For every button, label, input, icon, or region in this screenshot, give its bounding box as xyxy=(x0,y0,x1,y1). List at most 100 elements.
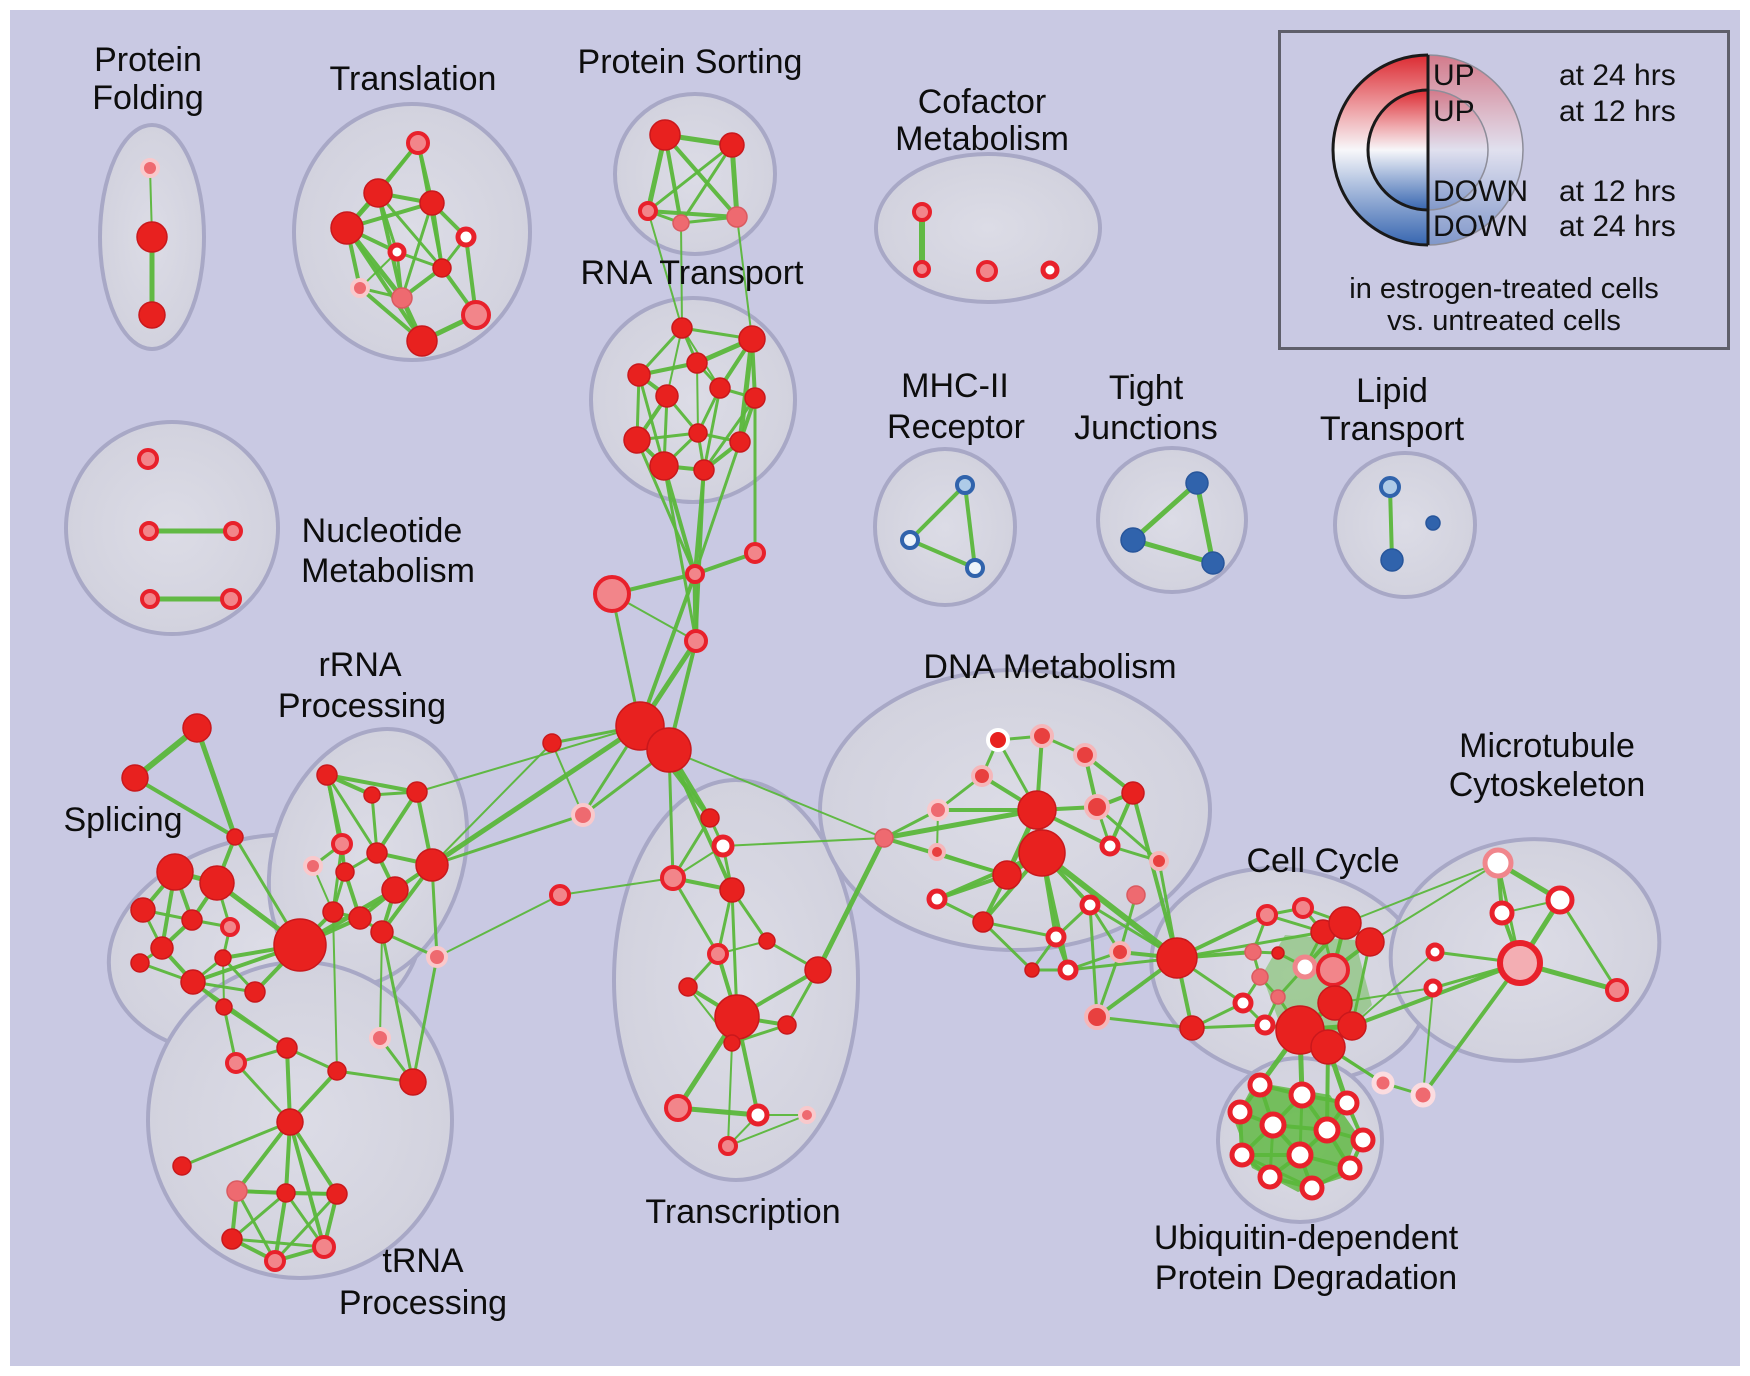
gene-node-m5 xyxy=(1497,940,1543,986)
edge-r2-r10 xyxy=(737,336,755,445)
cluster-label-tight-junctions-line2: Junctions xyxy=(1074,409,1218,447)
gene-node-tj3 xyxy=(1201,551,1225,575)
gene-node-f10 xyxy=(1251,968,1269,986)
gene-node-r1 xyxy=(671,317,693,339)
gene-node-tn7 xyxy=(226,1180,248,1202)
edge-r8-h2 xyxy=(635,438,697,576)
edge-tj2-tj3 xyxy=(1130,537,1216,566)
gene-node-d8 xyxy=(1084,794,1110,820)
edge-r11-h4 xyxy=(662,464,698,643)
gene-node-c3 xyxy=(976,260,998,282)
gene-node-d11 xyxy=(928,843,946,861)
edge-tn5-tn12 xyxy=(288,1120,326,1249)
gene-node-s4 xyxy=(156,853,194,891)
gene-node-f6 xyxy=(1244,943,1262,961)
edge-tj1-tj3 xyxy=(1194,480,1216,566)
edge-m6-m8 xyxy=(1422,987,1434,1096)
gene-node-f7 xyxy=(1271,946,1285,960)
edge-d16-d21 xyxy=(981,920,1034,972)
gene-node-pf2 xyxy=(136,221,168,253)
gene-node-h3 xyxy=(593,575,631,613)
cluster-label-trna-processing-line1: tRNA xyxy=(382,1242,464,1280)
gene-node-f1 xyxy=(1256,904,1278,926)
gene-node-lp3 xyxy=(1425,515,1441,531)
cluster-label-nucleotide-metabolism-line2: Metabolism xyxy=(301,552,475,590)
cluster-label-splicing: Splicing xyxy=(63,801,182,839)
gene-node-d2 xyxy=(1030,724,1054,748)
cluster-label-tight-junctions-line1: Tight xyxy=(1109,369,1184,407)
legend-down-12-time: at 12 hrs xyxy=(1559,175,1676,208)
gene-node-h4 xyxy=(684,629,708,653)
gene-node-r11 xyxy=(649,451,679,481)
gene-node-d1 xyxy=(986,728,1010,752)
cluster-ellipse-nucleotide-metabolism xyxy=(64,420,280,636)
gene-node-tn2 xyxy=(225,1052,247,1074)
gene-node-x14 xyxy=(798,1106,816,1124)
gene-node-tj1 xyxy=(1185,471,1209,495)
gene-node-lp1 xyxy=(1379,476,1401,498)
edge-d6-d9 xyxy=(881,807,1040,841)
legend-glyph-right-half xyxy=(1428,55,1523,245)
edge-tn9-tn11 xyxy=(273,1192,339,1263)
legend-down-24-label: DOWN xyxy=(1433,210,1528,243)
cluster-label-trna-processing-line2: Processing xyxy=(339,1284,507,1322)
cluster-label-rrna-processing-line2: Processing xyxy=(278,687,446,725)
gene-node-x2 xyxy=(711,834,735,858)
gene-node-f8 xyxy=(1292,954,1318,980)
cluster-ellipse-mhc-ii-receptor xyxy=(873,447,1017,607)
gene-node-u12 xyxy=(1299,1175,1325,1201)
gene-node-r3 xyxy=(686,352,708,374)
edge-d10-d23 xyxy=(1039,850,1180,961)
edge-rr1-rr7 xyxy=(325,773,379,855)
edge-t4-t11 xyxy=(345,226,424,343)
gene-node-t4 xyxy=(330,211,364,245)
gene-node-f11 xyxy=(1270,989,1286,1005)
gene-node-tn1 xyxy=(215,998,233,1016)
edge-x9-d6 xyxy=(815,835,887,973)
gene-node-f2 xyxy=(1292,897,1314,919)
gene-node-h1 xyxy=(744,542,766,564)
gene-node-d7 xyxy=(1121,781,1145,805)
cluster-label-cell-cycle: Cell Cycle xyxy=(1246,842,1399,880)
gene-node-r5 xyxy=(709,377,731,399)
edge-p1-p5 xyxy=(663,133,739,219)
gene-node-t3 xyxy=(419,190,445,216)
cluster-label-ubiquitin-degradation-line1: Ubiquitin-dependent xyxy=(1154,1219,1459,1257)
edge-hub1-rr9 xyxy=(429,723,643,868)
cluster-ellipse-lipid-transport xyxy=(1333,451,1477,599)
legend-caption-line2: vs. untreated cells xyxy=(1387,305,1621,337)
gene-node-p1 xyxy=(649,119,681,151)
edge-rr1-rr3 xyxy=(325,773,419,794)
cluster-label-protein-folding-line1: Protein xyxy=(94,41,202,79)
gene-node-s10 xyxy=(130,953,150,973)
edge-lp1-lp2 xyxy=(1388,485,1394,562)
edge-s2-s3 xyxy=(133,776,237,839)
gene-node-lp2 xyxy=(1380,548,1404,572)
edge-m2-m7 xyxy=(1558,898,1619,992)
ubiquitin-dense-mesh xyxy=(1234,1082,1358,1192)
edge-tn7-tn11 xyxy=(235,1189,277,1263)
gene-node-rr13 xyxy=(426,946,448,968)
cluster-label-mhc-ii-receptor-line2: Receptor xyxy=(887,408,1025,446)
edge-m1-f5 xyxy=(1369,862,1499,943)
cluster-label-cofactor-metabolism-line1: Cofactor xyxy=(918,83,1047,121)
gene-node-d22 xyxy=(1057,959,1079,981)
cluster-label-transcription: Transcription xyxy=(645,1193,840,1231)
gene-node-f4 xyxy=(1328,906,1362,940)
gene-node-u6 xyxy=(1313,1116,1341,1144)
edge-tn8-tn11 xyxy=(273,1191,288,1263)
edge-s1-s3 xyxy=(194,725,238,840)
edge-q0-q1 xyxy=(551,742,584,816)
gene-node-rr9 xyxy=(415,848,449,882)
cluster-label-ubiquitin-degradation-line2: Protein Degradation xyxy=(1155,1259,1457,1297)
gene-node-f14 xyxy=(1317,985,1353,1021)
gene-node-d12 xyxy=(992,860,1022,890)
gene-node-u1 xyxy=(1247,1072,1273,1098)
gene-node-s8 xyxy=(220,917,240,937)
gene-node-u2 xyxy=(1288,1081,1316,1109)
legend-down-24-time: at 24 hrs xyxy=(1559,210,1676,243)
legend-up-12-label: UP xyxy=(1433,95,1475,128)
edge-mh2-mh3 xyxy=(908,538,977,570)
gene-node-s2 xyxy=(121,764,149,792)
gene-node-mh2 xyxy=(900,530,920,550)
